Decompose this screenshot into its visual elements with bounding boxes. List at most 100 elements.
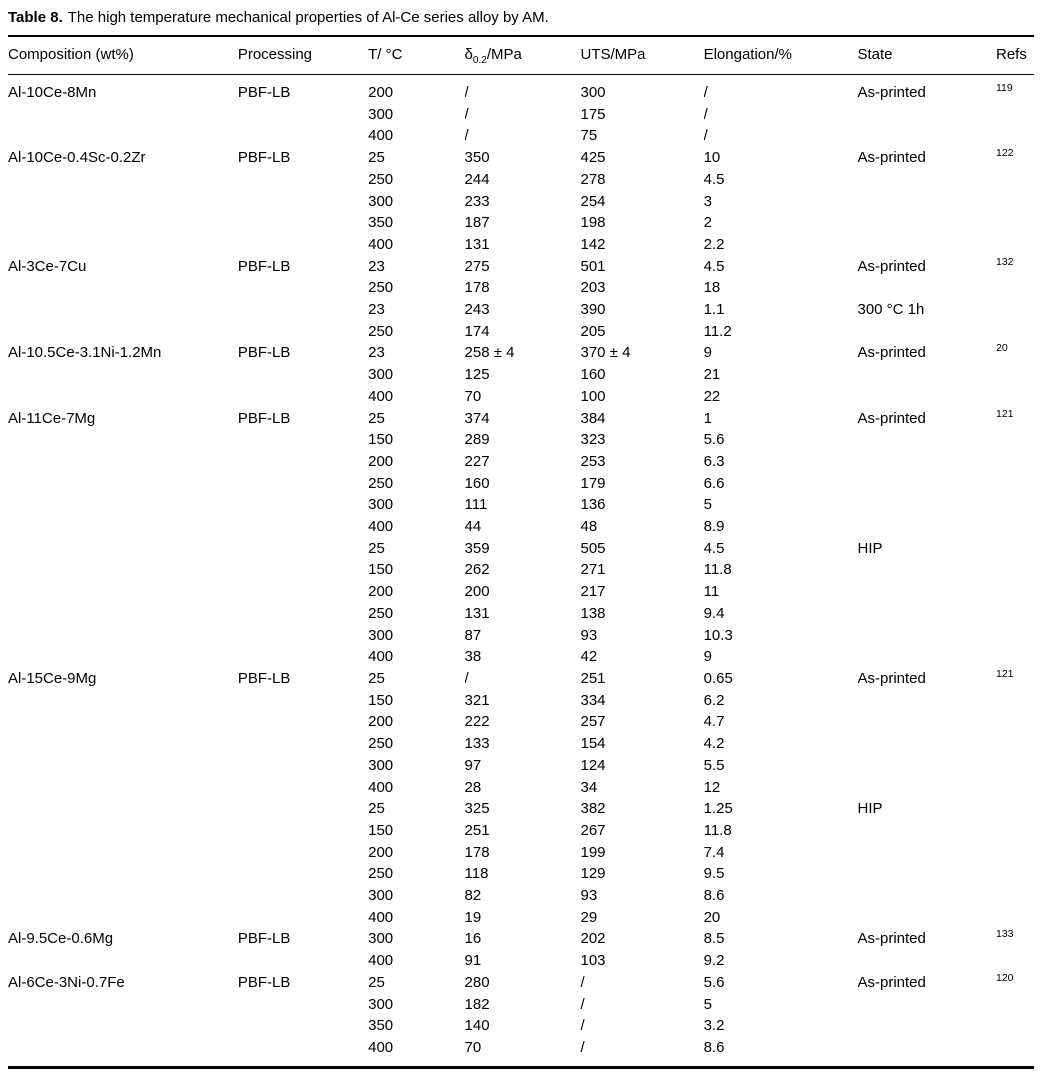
cell-composition	[8, 559, 238, 581]
column-header-refs: Refs	[995, 46, 1027, 63]
cell-composition	[8, 516, 238, 538]
cell-composition	[8, 234, 238, 256]
cell-refs	[996, 429, 1034, 451]
cell-yield-strength: 321	[464, 691, 490, 709]
cell-temperature: 23	[368, 301, 385, 319]
cell-composition	[8, 994, 238, 1016]
table-row: 200 227 253 6.3	[8, 451, 1034, 473]
cell-processing	[238, 646, 368, 668]
cell-refs	[996, 711, 1034, 733]
cell-temperature: 300	[368, 995, 394, 1013]
cell-elongation: 11	[703, 583, 720, 601]
reference-superscript: 133	[995, 928, 1014, 941]
cell-state	[857, 234, 996, 256]
cell-composition	[8, 581, 238, 603]
cell-uts: 198	[580, 214, 606, 232]
cell-yield-strength: 44	[464, 518, 482, 536]
cell-refs	[996, 907, 1034, 929]
table-row: 350 187 198 2	[8, 212, 1034, 234]
cell-composition	[8, 364, 238, 386]
cell-processing	[238, 538, 368, 560]
cell-refs	[996, 516, 1034, 538]
cell-yield-strength: 280	[464, 973, 490, 991]
cell-state: As-printed	[857, 409, 926, 427]
cell-composition	[8, 321, 238, 343]
table-row: 300 111 136 5	[8, 494, 1034, 516]
cell-processing	[238, 364, 368, 386]
cell-uts: 199	[580, 843, 606, 861]
cell-uts: /	[580, 1017, 585, 1035]
cell-yield-strength: 200	[464, 583, 490, 601]
cell-refs	[996, 581, 1034, 603]
cell-processing	[238, 581, 368, 603]
cell-temperature: 200	[368, 583, 394, 601]
cell-temperature: 300	[368, 756, 394, 774]
cell-elongation: 3.2	[703, 1017, 725, 1035]
cell-elongation: /	[703, 84, 708, 101]
cell-uts: /	[580, 973, 585, 991]
cell-elongation: 6.2	[703, 691, 725, 709]
table-row: Al-9.5Ce-0.6Mg PBF-LB 300 16 202 8.5 As-printe…	[8, 928, 1034, 950]
table-row: 200 178 199 7.4	[8, 842, 1034, 864]
cell-yield-strength: 187	[464, 214, 490, 232]
cell-elongation: 4.2	[703, 735, 725, 753]
table-row: 400 19 29 20	[8, 907, 1034, 929]
cell-refs	[996, 885, 1034, 907]
cell-refs	[996, 169, 1034, 191]
cell-state	[857, 364, 996, 386]
cell-elongation: 10.3	[703, 626, 733, 644]
cell-uts: 160	[580, 366, 606, 384]
cell-elongation: 1.1	[703, 301, 725, 319]
cell-composition	[8, 863, 238, 885]
cell-composition	[8, 777, 238, 799]
cell-composition	[8, 169, 238, 191]
cell-temperature: 250	[368, 604, 394, 622]
cell-state: As-printed	[857, 344, 926, 362]
cell-temperature: 400	[368, 235, 394, 253]
cell-composition	[8, 538, 238, 560]
cell-temperature: 200	[368, 84, 394, 101]
cell-yield-strength: 233	[464, 192, 490, 210]
cell-elongation: 5.6	[703, 973, 725, 991]
cell-yield-strength: /	[464, 84, 469, 101]
cell-temperature: 25	[368, 409, 385, 427]
cell-temperature: 200	[368, 452, 394, 470]
cell-state	[857, 733, 996, 755]
cell-elongation: 1	[703, 409, 712, 427]
table-row: Al-10.5Ce-3.1Ni-1.2Mn PBF-LB 23 258 ± 4 370 …	[8, 342, 1034, 364]
cell-refs	[996, 603, 1034, 625]
cell-yield-strength: 178	[464, 279, 490, 297]
reference-superscript: 122	[995, 147, 1014, 160]
cell-temperature: 400	[368, 387, 394, 405]
cell-yield-strength: 91	[464, 952, 482, 970]
cell-processing	[238, 212, 368, 234]
cell-refs: 121	[996, 408, 1034, 430]
cell-processing	[238, 299, 368, 321]
cell-temperature: 200	[368, 843, 394, 861]
cell-processing	[238, 733, 368, 755]
cell-uts: 205	[580, 322, 606, 340]
cell-uts: 175	[580, 105, 606, 123]
mechanical-properties-table: Composition (wt%) Processing T/ °C δ0.2/MPa…	[8, 35, 1034, 1069]
cell-elongation: 9.2	[703, 952, 725, 970]
cell-yield-strength: 174	[464, 322, 490, 340]
cell-refs: 119	[996, 75, 1034, 104]
cell-refs	[996, 386, 1034, 408]
cell-processing	[238, 603, 368, 625]
cell-processing: PBF-LB	[237, 84, 291, 101]
cell-processing	[238, 125, 368, 147]
cell-temperature: 250	[368, 474, 394, 492]
table-row: 350 140 / 3.2	[8, 1015, 1034, 1037]
cell-temperature: 300	[368, 105, 394, 123]
cell-temperature: 300	[368, 626, 394, 644]
cell-temperature: 25	[368, 149, 385, 167]
reference-superscript: 20	[995, 342, 1008, 355]
cell-yield-strength: 16	[464, 930, 482, 948]
cell-temperature: 300	[368, 930, 394, 948]
cell-uts: 202	[580, 930, 606, 948]
cell-temperature: 250	[368, 322, 394, 340]
cell-composition	[8, 885, 238, 907]
cell-yield-strength: 28	[464, 778, 482, 796]
table-row: 300 97 124 5.5	[8, 755, 1034, 777]
cell-composition	[8, 755, 238, 777]
